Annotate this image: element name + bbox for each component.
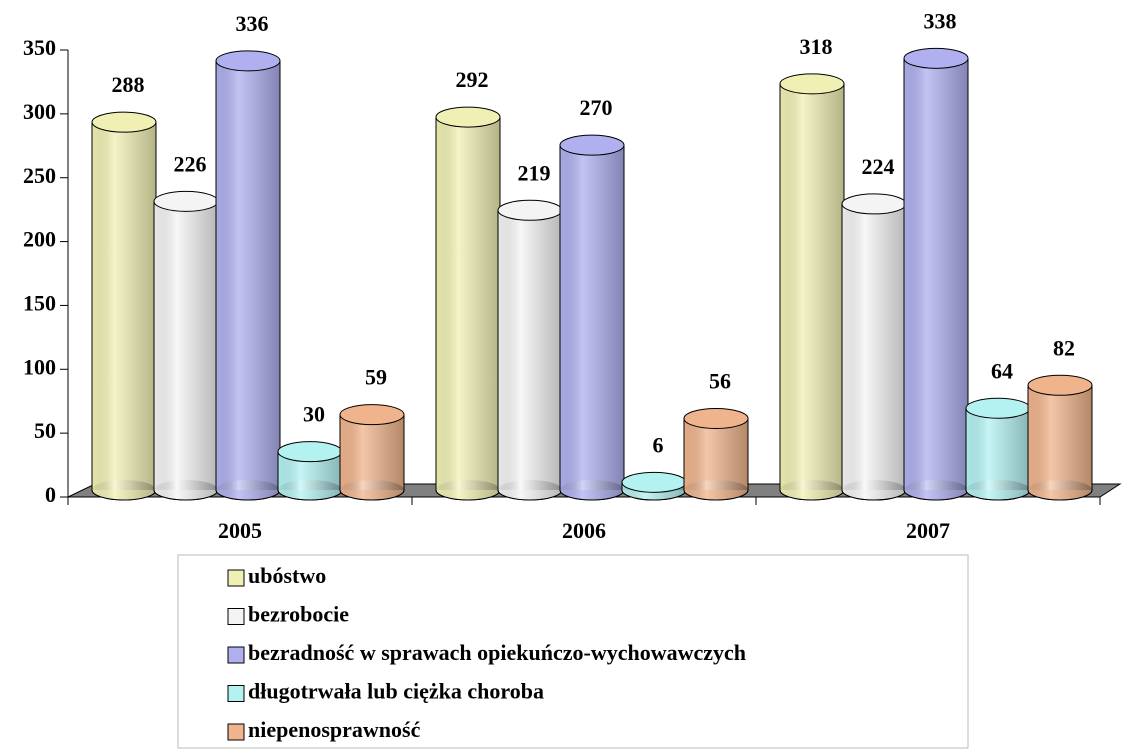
- bar-shade: [1028, 385, 1092, 490]
- cylinder-outline: [683, 418, 749, 501]
- cylinder-outline: [435, 117, 501, 501]
- cylinder-outline: [621, 482, 687, 501]
- cylinder-top: [621, 471, 687, 493]
- cylinder-top: [779, 73, 845, 95]
- cylinder-top: [277, 441, 343, 463]
- cylinder-outline: [497, 210, 563, 501]
- cylinder-base-shade: [560, 480, 624, 500]
- cylinder-base-shade: [684, 480, 748, 500]
- cylinder-outline: [153, 201, 219, 501]
- cylinder-top: [903, 47, 969, 69]
- cylinder-top: [965, 397, 1031, 419]
- y-tick-label: 100: [23, 354, 56, 379]
- cylinder-outline: [903, 58, 969, 501]
- cylinder-top: [841, 193, 907, 215]
- bar-shade: [560, 145, 624, 490]
- cylinder-top: [91, 111, 157, 133]
- value-label: 224: [862, 154, 895, 179]
- legend: [177, 554, 969, 749]
- cylinder-base-shade: [278, 480, 342, 500]
- cylinder-top: [1027, 374, 1093, 396]
- bar-shade: [966, 408, 1030, 490]
- bar-shade: [904, 58, 968, 490]
- cylinder-top: [435, 106, 501, 128]
- bar-shade: [684, 418, 748, 490]
- y-tick-label: 0: [45, 482, 56, 507]
- legend-swatch: [227, 608, 245, 625]
- cylinder-base-shade: [436, 480, 500, 500]
- legend-label: długotrwała lub ciężka choroba: [248, 679, 544, 704]
- y-tick-label: 350: [23, 35, 56, 60]
- bar-shade: [436, 117, 500, 491]
- bar-shade: [340, 414, 404, 490]
- bar-shade: [92, 122, 156, 490]
- cylinder-base-shade: [1028, 480, 1092, 500]
- cylinder-outline: [965, 408, 1031, 501]
- y-tick-label: 300: [23, 99, 56, 124]
- x-tick-label: 2005: [218, 518, 262, 543]
- cylinder-base-shade: [966, 480, 1030, 500]
- value-label: 56: [709, 369, 731, 394]
- value-label: 226: [174, 151, 207, 176]
- y-tick-label: 50: [34, 418, 56, 443]
- cylinder-outline: [215, 60, 281, 501]
- x-tick-label: 2007: [906, 518, 950, 543]
- bar-shade: [154, 201, 218, 490]
- legend-swatch: [227, 569, 245, 587]
- legend-swatch: [227, 723, 245, 741]
- value-label: 292: [456, 67, 489, 92]
- x-tick-label: 2006: [562, 518, 606, 543]
- value-label: 336: [236, 11, 269, 36]
- cylinder-top: [683, 407, 749, 429]
- value-label: 30: [303, 402, 325, 427]
- value-label: 288: [112, 72, 145, 97]
- value-label: 82: [1053, 335, 1075, 360]
- legend-label: bezrobocie: [248, 602, 349, 627]
- cylinder-base-shade: [842, 480, 906, 500]
- value-label: 219: [518, 160, 551, 185]
- cylinder-base-shade: [780, 480, 844, 500]
- cylinder-outline: [841, 203, 907, 501]
- cylinder-outline: [559, 145, 625, 501]
- cylinder-base-shade: [154, 480, 218, 500]
- y-tick-label: 250: [23, 163, 56, 188]
- cylinder-outline: [779, 83, 845, 501]
- value-label: 64: [991, 358, 1013, 383]
- bar-shade: [842, 203, 906, 491]
- legend-swatch: [227, 646, 245, 664]
- legend-label: niepenosprawność: [248, 717, 421, 742]
- value-label: 270: [580, 95, 613, 120]
- cylinder-base-shade: [92, 480, 156, 500]
- cylinder-top: [215, 50, 281, 72]
- cylinder-top: [153, 190, 219, 212]
- cylinder-outline: [339, 414, 405, 501]
- cylinder-base-shade: [216, 480, 280, 500]
- y-tick-label: 150: [23, 290, 56, 315]
- y-tick-label: 200: [23, 227, 56, 252]
- bar-shade: [498, 210, 562, 490]
- bar-shade: [216, 60, 280, 490]
- bar-shade: [780, 83, 844, 491]
- cylinder-base-shade: [340, 480, 404, 500]
- cylinder-outline: [1027, 385, 1093, 501]
- legend-label: ubóstwo: [248, 563, 326, 588]
- cylinder-outline: [277, 451, 343, 501]
- value-label: 338: [924, 8, 957, 33]
- value-label: 6: [653, 432, 664, 457]
- cylinder-outline: [91, 122, 157, 501]
- value-label: 59: [365, 365, 387, 390]
- legend-label: bezradność w sprawach opiekuńczo-wychowa…: [248, 640, 746, 665]
- cylinder-base-shade: [904, 480, 968, 500]
- cylinder-top: [559, 134, 625, 156]
- cylinder-top: [497, 199, 563, 221]
- value-label: 318: [800, 34, 833, 59]
- cylinder-base-shade: [498, 480, 562, 500]
- legend-swatch: [227, 685, 245, 702]
- cylinder-top: [339, 404, 405, 426]
